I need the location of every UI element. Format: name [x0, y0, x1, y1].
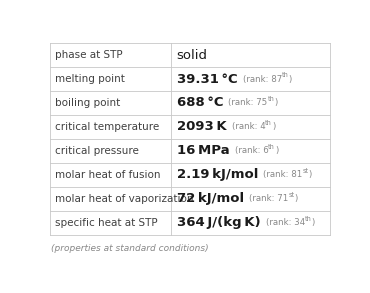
Text: specific heat at STP: specific heat at STP	[56, 218, 158, 228]
Text: critical temperature: critical temperature	[56, 122, 160, 132]
Text: 688 °C: 688 °C	[177, 96, 223, 110]
Text: ): )	[312, 218, 315, 227]
Text: 72 kJ/mol: 72 kJ/mol	[177, 193, 244, 205]
Text: (rank: 75: (rank: 75	[228, 98, 268, 108]
Text: ): )	[275, 98, 278, 108]
Text: molar heat of fusion: molar heat of fusion	[56, 170, 161, 180]
Text: (rank: 34: (rank: 34	[266, 218, 305, 227]
Text: ): )	[275, 146, 278, 155]
Text: th: th	[268, 144, 275, 150]
Text: (properties at standard conditions): (properties at standard conditions)	[51, 244, 209, 253]
Text: ): )	[272, 122, 275, 132]
Text: 2093 K: 2093 K	[177, 120, 226, 133]
Text: ): )	[289, 74, 292, 84]
Text: 16 MPa: 16 MPa	[177, 144, 229, 157]
Text: solid: solid	[177, 49, 208, 62]
Text: melting point: melting point	[56, 74, 125, 84]
Text: st: st	[288, 192, 295, 197]
Text: (rank: 81: (rank: 81	[263, 171, 303, 179]
Text: 39.31 °C: 39.31 °C	[177, 72, 237, 86]
Text: (rank: 4: (rank: 4	[232, 122, 265, 132]
Text: 364 J/(kg K): 364 J/(kg K)	[177, 216, 260, 229]
Text: th: th	[268, 96, 275, 102]
Text: critical pressure: critical pressure	[56, 146, 139, 156]
Text: molar heat of vaporization: molar heat of vaporization	[56, 194, 194, 204]
Text: (rank: 6: (rank: 6	[235, 146, 268, 155]
Text: st: st	[303, 168, 309, 173]
Text: th: th	[282, 72, 289, 78]
Text: ): )	[309, 171, 312, 179]
Text: th: th	[265, 120, 272, 126]
Text: th: th	[305, 216, 312, 222]
Text: (rank: 71: (rank: 71	[249, 194, 288, 203]
Text: boiling point: boiling point	[56, 98, 121, 108]
Text: 2.19 kJ/mol: 2.19 kJ/mol	[177, 168, 258, 181]
Text: (rank: 87: (rank: 87	[242, 74, 282, 84]
Text: ): )	[295, 194, 297, 203]
Text: phase at STP: phase at STP	[56, 50, 123, 60]
